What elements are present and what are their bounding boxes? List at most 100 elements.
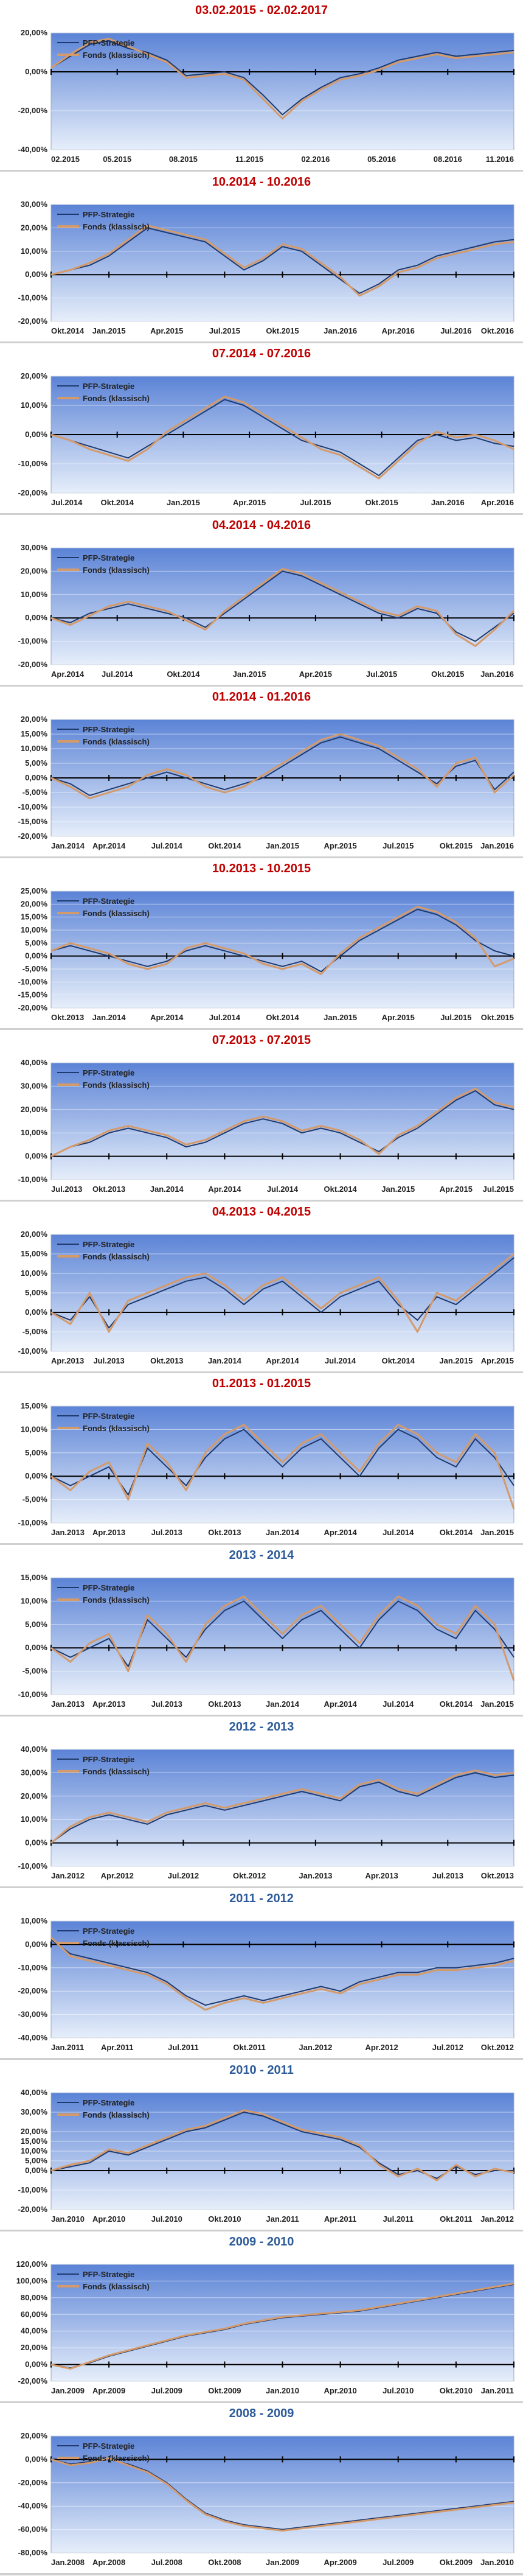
y-tick-label: -10,00% <box>18 1175 48 1184</box>
x-tick-label: Okt.2013 <box>208 1528 241 1537</box>
x-tick-label: Okt.2011 <box>233 2043 266 2052</box>
x-tick-label: Okt.2010 <box>440 2386 473 2395</box>
x-tick-label: Okt.2008 <box>208 2558 241 2567</box>
x-tick-label: Apr.2015 <box>233 498 266 507</box>
y-tick-label: 40,00% <box>21 1058 48 1067</box>
y-tick-label: 10,00% <box>21 1128 48 1137</box>
x-tick-label: Jul.2015 <box>209 326 240 335</box>
chart-title: 04.2014 - 04.2016 <box>212 519 311 532</box>
x-tick-label: 08.2016 <box>434 155 462 164</box>
y-tick-label: -20,00% <box>18 488 48 497</box>
x-tick-label: Jan.2015 <box>381 1185 415 1194</box>
chart-panel: 2011 - 2012 10,00% 0,00% -10,00% -20,00% -30,… <box>0 1888 523 2060</box>
x-tick-label: Jan.2014 <box>51 841 85 850</box>
x-tick-label: Jul.2011 <box>383 2214 414 2224</box>
x-tick-label: Okt.2014 <box>440 1528 473 1537</box>
y-tick-label: 10,00% <box>21 1815 48 1824</box>
series-line-pfp-strategie <box>50 1939 514 2006</box>
x-tick-label: Jan.2013 <box>51 1699 85 1709</box>
chart-svg: 40,00%30,00%20,00%10,00%0,00%-10,00%Jul.… <box>18 1058 514 1194</box>
y-tick-label: 10,00% <box>21 1424 48 1433</box>
y-tick-label: -20,00% <box>18 317 48 326</box>
y-tick-label: -10,00% <box>18 802 48 811</box>
y-tick-label: 0,00% <box>25 270 47 279</box>
x-tick-label: Jul.2013 <box>432 1871 463 1880</box>
series-line-pfp-strategie <box>50 1257 514 1329</box>
y-tick-label: 10,00% <box>21 1596 48 1605</box>
x-tick-label: Jul.2014 <box>267 1185 299 1194</box>
plot-area <box>50 204 514 322</box>
y-tick-label: -20,00% <box>18 106 48 115</box>
x-tick-label: Jul.2013 <box>93 1356 124 1365</box>
x-tick-label: Apr.2016 <box>382 326 415 335</box>
series-line-fonds-klassisch <box>50 1936 514 2011</box>
series-line-pfp-strategie <box>50 1772 514 1844</box>
x-tick-label: Jan.2014 <box>92 1013 126 1022</box>
plot-area <box>50 1920 514 2039</box>
x-tick-label: Apr.2013 <box>365 1871 398 1880</box>
legend-entry: PFP-Strategie <box>83 382 134 391</box>
legend-entry: Fonds (klassisch) <box>83 1939 150 1948</box>
x-tick-label: Jul.2014 <box>209 1013 241 1022</box>
legend-entry: PFP-Strategie <box>83 897 134 906</box>
x-tick-label: 11.2016 <box>486 155 514 164</box>
x-tick-label: Apr.2014 <box>324 1699 358 1709</box>
x-tick-label: Okt.2012 <box>481 2043 514 2052</box>
chart-title: 2009 - 2010 <box>229 2235 294 2249</box>
x-tick-label: Jan.2015 <box>324 1013 357 1022</box>
x-tick-label: Jul.2013 <box>51 1185 82 1194</box>
x-tick-label: Apr.2013 <box>92 1699 125 1709</box>
chart-svg: 20,00% 0,00% -20,00% -40,00%02.2015 05.2015 0… <box>18 28 514 164</box>
chart-title: 07.2013 - 07.2015 <box>212 1034 311 1047</box>
y-tick-label: 5,00% <box>25 1620 47 1629</box>
y-tick-label: -40,00% <box>18 2033 48 2042</box>
x-tick-label: Jul.2014 <box>102 670 133 679</box>
y-tick-label: -10,00% <box>18 459 48 468</box>
y-tick-label: -5,00% <box>23 788 48 797</box>
x-tick-label: Apr.2014 <box>208 1185 241 1194</box>
y-tick-label: 0,00% <box>25 2454 47 2463</box>
x-tick-label: Jan.2014 <box>266 1699 300 1709</box>
chart-panel: 01.2014 - 01.2016 20,00% 15,00% 10,00% 5,00%… <box>0 687 523 858</box>
y-tick-label: 60,00% <box>21 2309 48 2319</box>
y-tick-label: 30,00% <box>21 2107 48 2116</box>
series-line-pfp-strategie <box>50 570 514 642</box>
y-tick-label: -60,00% <box>18 2525 48 2534</box>
chart-title: 01.2014 - 01.2016 <box>212 690 311 704</box>
y-tick-label: 20,00% <box>21 2127 48 2136</box>
x-tick-label: Jan.2009 <box>266 2558 299 2567</box>
x-tick-label: Jul.2009 <box>151 2386 182 2395</box>
y-tick-label: 0,00% <box>25 773 47 782</box>
x-tick-label: Apr.2014 <box>51 670 85 679</box>
y-tick-label: -40,00% <box>18 145 48 154</box>
series-line-pfp-strategie <box>50 40 514 116</box>
y-tick-label: -10,00% <box>18 1963 48 1972</box>
y-tick-label: 0,00% <box>25 430 47 439</box>
x-tick-label: Jul.2014 <box>383 1699 414 1709</box>
y-tick-label: -15,00% <box>18 990 48 999</box>
series-line-fonds-klassisch <box>50 2109 514 2182</box>
y-tick-label: 20,00% <box>21 899 48 908</box>
x-tick-label: Jan.2015 <box>266 841 299 850</box>
legend-entry: Fonds (klassisch) <box>83 222 150 231</box>
x-tick-label: Jan.2014 <box>266 1528 300 1537</box>
y-tick-label: -20,00% <box>18 2376 48 2385</box>
series-line-fonds-klassisch <box>50 2457 514 2532</box>
y-tick-label: -10,00% <box>18 637 48 646</box>
legend-entry: PFP-Strategie <box>83 1240 134 1249</box>
chart-panel: 10.2013 - 10.2015 25,00% 20,00% 15,00% 10,00… <box>0 858 523 1030</box>
x-tick-label: Okt.2009 <box>440 2558 473 2567</box>
x-tick-label: Okt.2015 <box>440 841 473 850</box>
y-tick-label: 80,00% <box>21 2293 48 2302</box>
y-tick-label: 30,00% <box>21 543 48 552</box>
series-line-pfp-strategie <box>50 227 514 294</box>
x-tick-label: Okt.2014 <box>382 1356 415 1365</box>
y-tick-label: 20,00% <box>21 2431 48 2440</box>
y-tick-label: 20,00% <box>21 1230 48 1239</box>
x-tick-label: 08.2015 <box>169 155 198 164</box>
legend-entry: PFP-Strategie <box>83 2270 134 2279</box>
series-line-pfp-strategie <box>50 2112 514 2179</box>
y-tick-label: 0,00% <box>25 2360 47 2369</box>
y-tick-label: -10,00% <box>18 1346 48 1356</box>
x-tick-label: Jan.2015 <box>480 1528 514 1537</box>
